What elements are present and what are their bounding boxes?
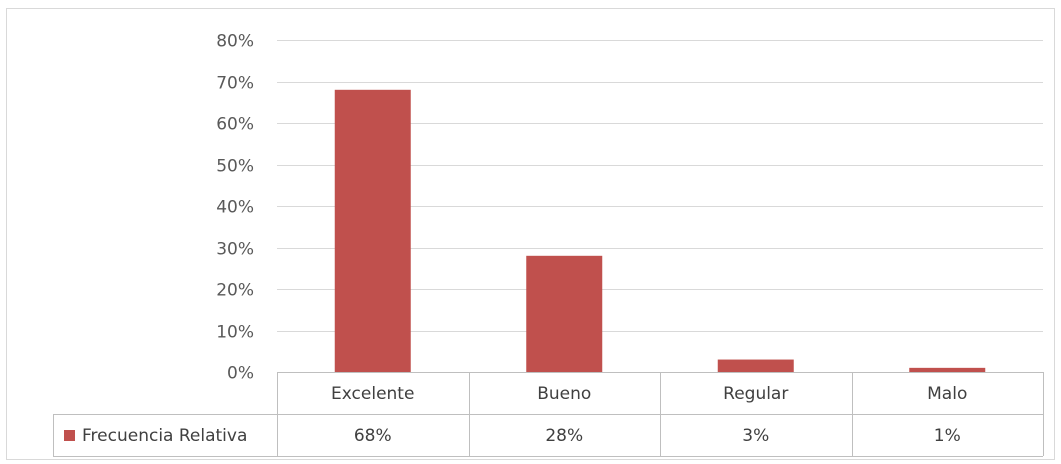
y-tick-label: 60% [216,115,254,135]
bar-regular [717,359,794,372]
y-tick-label: 80% [216,32,254,52]
y-tick-label: 40% [216,198,254,218]
data-table-value: 68% [354,426,392,446]
legend-key [64,430,75,441]
data-table-value: 3% [742,426,769,446]
y-axis: 0% 10% 20% 30% 40% 50% 60% 70% 80% [216,32,254,384]
category-label: Regular [723,384,788,404]
data-table: Excelente 68% Bueno 28% Regular 3% Malo 1% Frecu… [53,372,1044,457]
category-label: Bueno [537,384,591,404]
y-tick-label: 50% [216,157,254,177]
y-tick-label: 20% [216,281,254,301]
y-tick-label: 70% [216,74,254,94]
data-table-value: 28% [545,426,583,446]
bars [334,89,986,373]
chart-frame [6,8,1055,460]
bar-malo [909,367,986,372]
bar-excelente [334,89,411,373]
category-label: Excelente [331,384,414,404]
y-tick-label: 30% [216,240,254,260]
y-tick-label: 10% [216,323,254,343]
y-tick-label: 0% [227,364,254,384]
category-label: Malo [927,384,967,404]
bar-bueno [526,255,603,372]
series-name: Frecuencia Relativa [82,426,247,446]
data-table-value: 1% [934,426,961,446]
